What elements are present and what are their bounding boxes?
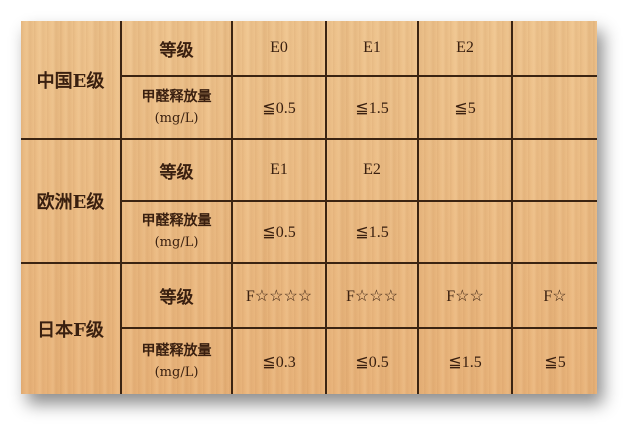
emission-cell: ≦0.3: [233, 329, 327, 394]
grade-row-label: 等级: [122, 264, 233, 329]
emission-cell: ≦0.5: [233, 77, 327, 140]
emission-label-text: 甲醛释放量: [141, 88, 212, 105]
emission-cell: ≦5: [544, 353, 566, 371]
emission-unit: (mg/L): [154, 235, 199, 250]
grade-cell: F☆☆☆☆: [233, 264, 327, 329]
grade-cell: E1: [327, 21, 419, 77]
region-label: 日本F级: [21, 264, 122, 394]
grade-cell: [513, 140, 597, 202]
emission-cell: ≦0.5: [233, 202, 327, 264]
emission-cell: [513, 77, 597, 140]
emission-row-label: 甲醛释放量 (mg/L): [122, 329, 233, 394]
formaldehyde-grade-table: 中国E级 等级 E0 E1 E2 甲醛释放量 (mg/L) ≦0.5 ≦1.5 ≦5 欧洲E级 等级 E…: [21, 21, 597, 394]
emission-cell: ≦0.5: [327, 329, 419, 394]
grade-cell: E0: [233, 21, 327, 77]
grade-cell: E2: [327, 140, 419, 202]
emission-label-text: 甲醛释放量: [141, 342, 212, 359]
grade-row-label: 等级: [122, 140, 233, 202]
grade-cell: [419, 140, 513, 202]
region-label: 中国E级: [21, 21, 122, 140]
grade-cell: E1: [233, 140, 327, 202]
grade-cell: F☆☆☆: [327, 264, 419, 329]
emission-cell: [419, 202, 513, 264]
emission-row-label: 甲醛释放量 (mg/L): [122, 202, 233, 264]
grade-cell: E2: [419, 21, 513, 77]
emission-cell: ≦1.5: [327, 77, 419, 140]
emission-unit: (mg/L): [154, 110, 199, 126]
grade-row-label: 等级: [122, 21, 233, 77]
emission-row-label: 甲醛释放量 (mg/L): [122, 77, 233, 140]
grade-cell: F☆: [513, 264, 597, 329]
emission-unit: (mg/L): [154, 364, 199, 380]
grade-cell: F☆☆: [419, 264, 513, 329]
region-label: 欧洲E级: [21, 140, 122, 264]
emission-cell: ≦1.5: [327, 202, 419, 264]
emission-label-text: 甲醛释放量: [141, 213, 212, 229]
emission-cell: [513, 202, 597, 264]
emission-cell: ≦5: [419, 77, 513, 140]
grade-cell: [513, 21, 597, 77]
emission-cell: ≦1.5: [419, 329, 513, 394]
